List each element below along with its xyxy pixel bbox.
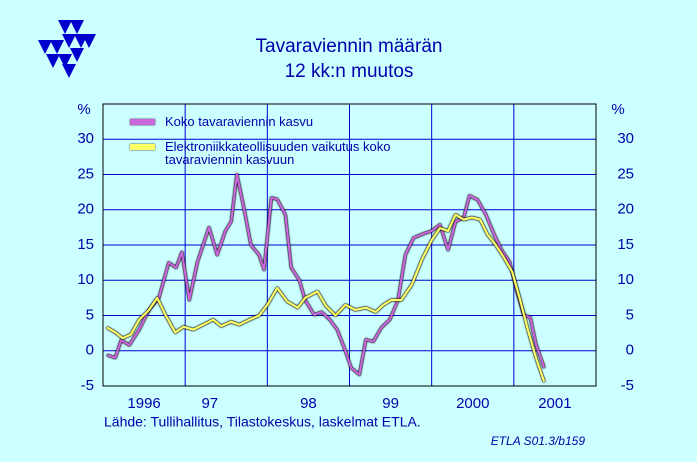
y-tick-label: 30 xyxy=(77,130,94,147)
y-tick-label: 25 xyxy=(77,165,94,182)
y-tick-label: 10 xyxy=(77,271,94,288)
x-tick-label: 1996 xyxy=(127,395,160,412)
y2-tick-label: 0 xyxy=(626,342,634,359)
y2-tick-label: 30 xyxy=(617,130,634,147)
series-line xyxy=(106,213,546,383)
y-tick-label: 15 xyxy=(77,236,94,253)
y2-tick-label: 10 xyxy=(617,271,634,288)
y-tick-label: 20 xyxy=(77,201,94,218)
legend-entry: Elektroniikkateollisuuden vaikutus koko … xyxy=(165,139,391,167)
plot-frame xyxy=(102,103,597,387)
y-tick-label: -5 xyxy=(81,377,94,394)
code: ETLA S01.3/b159 xyxy=(491,434,586,448)
chart-title: Tavaraviennin määrän xyxy=(256,36,443,57)
y-axis-label: % xyxy=(77,101,90,118)
y2-tick-label: 25 xyxy=(617,165,634,182)
x-tick-label: 98 xyxy=(300,395,317,412)
series-line xyxy=(106,173,546,376)
y-tick-label: 0 xyxy=(86,342,94,359)
logo xyxy=(38,20,96,78)
y2-tick-label: 20 xyxy=(617,201,634,218)
x-tick-label: 2000 xyxy=(456,395,489,412)
y2-tick-label: 15 xyxy=(617,236,634,253)
y2-axis-label: % xyxy=(611,101,624,118)
x-tick-label: 97 xyxy=(201,395,218,412)
x-tick-label: 99 xyxy=(382,395,399,412)
chart-subtitle: 12 kk:n muutos xyxy=(285,61,414,82)
source: Lähde: Tullihallitus, Tilastokeskus, las… xyxy=(104,414,421,430)
legend-entry: Koko tavaraviennin kasvu xyxy=(165,114,314,129)
y-tick-label: 5 xyxy=(86,306,94,323)
y2-tick-label: -5 xyxy=(621,377,634,394)
y2-tick-label: 5 xyxy=(626,306,634,323)
x-tick-label: 2001 xyxy=(538,395,571,412)
plot xyxy=(103,104,596,386)
